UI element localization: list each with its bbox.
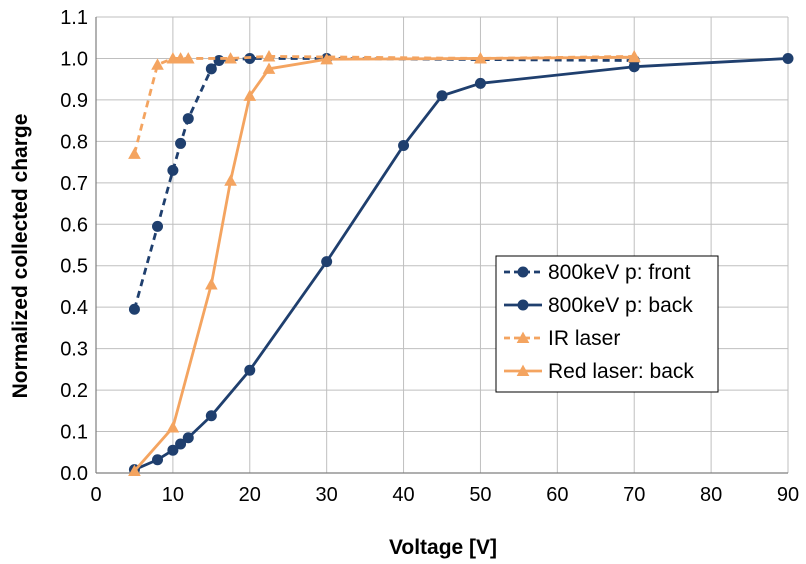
- data-point: [128, 303, 140, 315]
- y-tick-label: 0.2: [60, 380, 88, 402]
- y-tick-label: 0.9: [60, 90, 88, 112]
- data-point: [244, 364, 256, 376]
- data-point: [782, 52, 794, 64]
- data-point: [320, 52, 333, 65]
- data-point: [398, 140, 410, 152]
- data-point: [205, 278, 218, 290]
- data-point: [205, 410, 217, 422]
- legend: 800keV p: front 800keV p: back IR laser Red…: [495, 255, 719, 393]
- y-tick-label: 1.1: [60, 7, 88, 29]
- legend-item: IR laser: [504, 327, 620, 350]
- data-point: [436, 90, 448, 102]
- x-tick-label: 80: [700, 484, 722, 506]
- y-tick-label: 0.4: [60, 297, 88, 319]
- data-point: [182, 113, 194, 125]
- data-point: [224, 52, 237, 64]
- data-point: [175, 438, 187, 450]
- data-point: [175, 137, 187, 149]
- data-point: [182, 432, 194, 444]
- x-axis-title: Voltage [V]: [389, 536, 497, 559]
- legend-marker: [517, 299, 529, 311]
- legend-label: Red laser: back: [548, 360, 694, 383]
- data-point: [628, 61, 640, 73]
- y-tick-label: 0.1: [60, 422, 88, 444]
- x-tick-label: 90: [777, 484, 799, 506]
- legend-item: 800keV p: back: [504, 294, 693, 317]
- series-3: [128, 50, 641, 476]
- y-tick-label: 1.0: [60, 48, 88, 70]
- y-tick-label: 0.7: [60, 173, 88, 195]
- x-tick-label: 60: [546, 484, 568, 506]
- x-tick-label: 10: [162, 484, 184, 506]
- data-point: [262, 62, 276, 74]
- legend-marker: [516, 331, 530, 344]
- data-point: [128, 147, 141, 159]
- data-point: [224, 174, 237, 186]
- data-point: [151, 58, 164, 70]
- data-point: [474, 77, 486, 89]
- legend-label: 800keV p: back: [548, 294, 693, 317]
- series-1: [128, 52, 794, 476]
- legend-label: IR laser: [548, 327, 620, 350]
- data-point: [152, 220, 164, 232]
- y-axis-title: Normalized collected charge: [9, 114, 32, 399]
- y-tick-label: 0.0: [60, 463, 88, 485]
- x-tick-label: 40: [392, 484, 414, 506]
- legend-marker: [516, 364, 530, 377]
- series-group: [128, 50, 794, 476]
- data-point: [213, 55, 225, 67]
- data-point: [166, 421, 180, 433]
- y-tick-label: 0.8: [60, 131, 88, 153]
- x-tick-label: 0: [90, 484, 101, 506]
- x-tick-label: 70: [623, 484, 645, 506]
- data-point: [167, 164, 179, 176]
- legend-box: [495, 255, 719, 393]
- data-point: [181, 52, 195, 64]
- data-point: [128, 464, 141, 476]
- y-tick-label: 0.5: [60, 256, 88, 278]
- tick-labels: 0.0 0.1 0.2 0.3 0.4 0.5 0.6 0.7 0.8 0.9 1.0 1.1 0 10 2…: [60, 7, 799, 506]
- legend-marker: [517, 266, 529, 278]
- legend-item: Red laser: back: [504, 360, 694, 383]
- data-point: [152, 454, 164, 466]
- legend-item: 800keV p: front: [504, 261, 691, 284]
- data-point: [627, 50, 641, 63]
- data-point: [205, 63, 217, 75]
- data-point: [474, 52, 487, 64]
- x-tick-label: 30: [316, 484, 338, 506]
- data-point: [243, 89, 257, 101]
- x-tick-label: 20: [239, 484, 261, 506]
- y-tick-label: 0.3: [60, 339, 88, 361]
- axes: [95, 17, 788, 474]
- y-tick-label: 0.6: [60, 214, 88, 236]
- x-tick-label: 50: [469, 484, 491, 506]
- legend-label: 800keV p: front: [548, 261, 691, 284]
- data-point: [321, 256, 333, 268]
- data-point: [167, 444, 179, 456]
- data-point: [262, 50, 276, 62]
